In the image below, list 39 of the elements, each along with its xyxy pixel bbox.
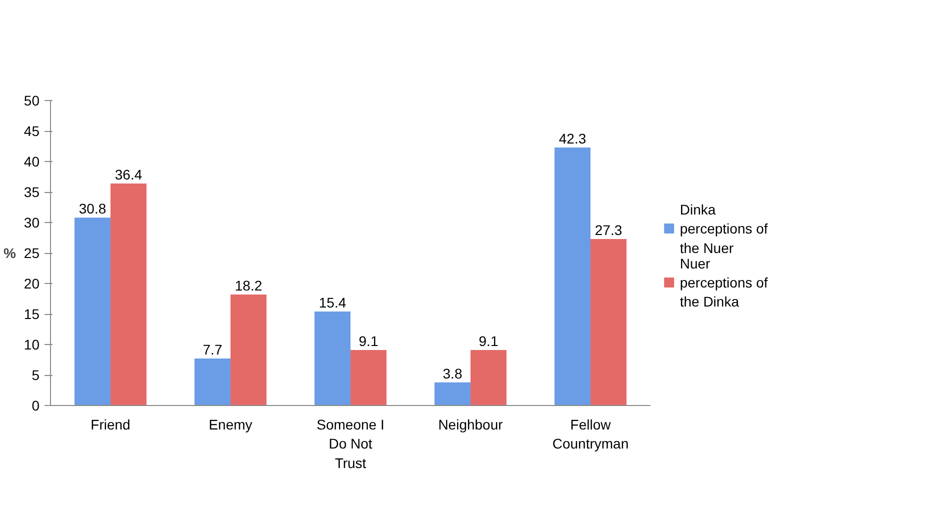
bar [554, 147, 590, 406]
data-label: 3.8 [442, 365, 462, 382]
y-axis-title: % [3, 245, 16, 261]
legend-label: Dinka perceptions of the Nuer [680, 201, 768, 256]
data-label: 27.3 [594, 222, 622, 238]
y-tick-label: 35 [24, 184, 40, 200]
y-tick-label: 10 [24, 336, 40, 352]
y-tick-label: 25 [24, 245, 40, 261]
bar [470, 350, 506, 406]
bar [314, 312, 350, 406]
bar [350, 350, 386, 406]
y-tick-label: 0 [32, 398, 40, 414]
x-tick-label: Friend [90, 416, 130, 432]
y-tick-label: 45 [24, 123, 40, 139]
data-label: 9.1 [478, 332, 498, 349]
data-label: 42.3 [558, 130, 586, 146]
data-label: 9.1 [358, 332, 378, 349]
bar [434, 382, 470, 406]
data-label: 30.8 [78, 200, 106, 217]
legend-label: Nuer perceptions of the Dinka [680, 255, 768, 310]
x-tick-label: Enemy [208, 416, 252, 432]
x-tick-label: Neighbour [438, 416, 504, 432]
y-tick-label: 5 [32, 367, 40, 383]
bar [230, 294, 266, 406]
data-label: 18.2 [234, 277, 262, 294]
y-tick-label: 40 [24, 154, 40, 170]
y-tick-label: 50 [24, 92, 40, 108]
y-tick-label: 20 [24, 276, 40, 292]
bar [74, 218, 110, 406]
y-tick-label: 30 [24, 214, 40, 230]
x-tick-label: Fellow Countryman [552, 416, 629, 452]
bar [110, 183, 146, 406]
data-label: 36.4 [114, 166, 142, 182]
bar [194, 358, 230, 406]
data-label: 15.4 [318, 294, 346, 311]
data-label: 7.7 [202, 342, 222, 358]
y-tick-label: 15 [24, 306, 40, 322]
bar [590, 238, 626, 406]
x-tick-label: Someone I Do Not Trust [316, 416, 384, 471]
